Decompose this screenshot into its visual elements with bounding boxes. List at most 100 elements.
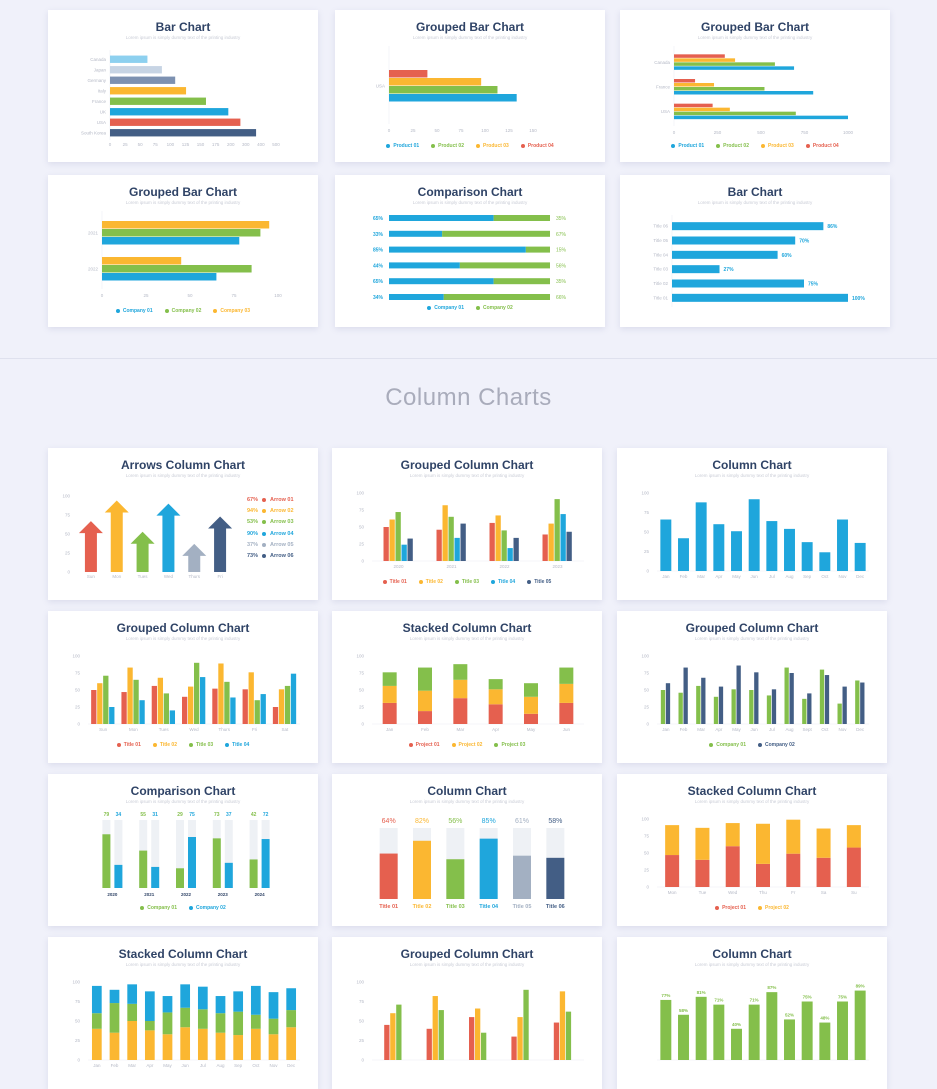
value-label: 61% — [515, 818, 529, 825]
column-bar — [109, 707, 115, 724]
bar-left — [389, 215, 494, 221]
chart-title: Stacked Column Chart — [687, 784, 817, 798]
chart-card: 0 25 50 75 100 Jan Feb Mar Apr May Jun Stacked Colu… — [332, 611, 602, 763]
y-tick-label: 50 — [75, 688, 81, 693]
left-value-label: 34% — [373, 295, 384, 301]
legend-dot-icon — [494, 743, 499, 747]
x-tick-label: 50 — [138, 142, 144, 147]
bar — [674, 62, 775, 66]
stacked-segment — [786, 853, 801, 887]
x-tick-label: 100 — [167, 142, 175, 147]
column-bar — [224, 862, 233, 888]
column-bar — [426, 1028, 432, 1060]
chart-title: Grouped Bar Chart — [128, 185, 237, 199]
legend-item: 67% Arrow 01 — [244, 494, 294, 505]
category-label: May — [732, 727, 741, 732]
chart-plot: 0 25 50 75 100 Jan Feb Mar Apr May Jun Jul Aug Sept Oc… — [641, 654, 869, 732]
y-tick-label: 75 — [359, 508, 365, 513]
category-label: Sat — [281, 727, 289, 732]
column-bar — [127, 667, 133, 724]
legend-label: Title 02 — [425, 579, 443, 585]
chart-plot: 79 34 2020 55 31 2021 29 75 2022 73 37 2023 42 72 2024 — [102, 812, 270, 897]
x-tick-label: 50 — [434, 128, 440, 133]
column-bar — [97, 683, 103, 724]
y-tick-label: 100 — [72, 654, 80, 659]
chart-subtitle: Lorem ipsum is simply dummy text of the … — [409, 962, 525, 967]
column-bar — [842, 686, 847, 724]
value-label: 89% — [856, 984, 865, 989]
bar-right — [442, 230, 550, 237]
y-tick-label: 0 — [361, 1058, 364, 1063]
stacked-segment — [127, 1003, 138, 1021]
y-tick-label: 50 — [359, 1019, 365, 1024]
chart-card: 0 25 50 75 100 Mon Tue Wed Thu Fr Sa Su Stacked Colu… — [617, 774, 887, 926]
column-bar — [837, 1001, 848, 1060]
column-bar — [542, 534, 548, 561]
category-label: South Korea — [81, 130, 107, 135]
column-bar — [91, 690, 97, 724]
category-label: UK — [100, 109, 106, 114]
legend-item: Title 01 — [382, 579, 407, 585]
legend-label: Product 01 — [393, 143, 420, 149]
column-bar — [407, 538, 413, 561]
chart-subtitle: Lorem ipsum is simply dummy text of the … — [125, 35, 241, 40]
stacked-segment — [756, 823, 770, 864]
legend-item: 90% Arrow 04 — [244, 528, 294, 539]
stacked-segment — [453, 679, 468, 699]
stacked-segment — [91, 1013, 102, 1029]
stacked-segment — [109, 1032, 120, 1060]
bar — [672, 293, 848, 302]
x-tick-label: 500 — [272, 142, 280, 147]
stacked-segment — [725, 823, 740, 847]
category-label: Thurs — [219, 727, 231, 732]
chart-plot: 0 25 50 75 100 Jan Feb Mar Apr May Jun — [356, 654, 584, 732]
chart-title: Grouped Column Chart — [400, 458, 534, 472]
chart-subtitle: Lorem ipsum is simply dummy text of the … — [125, 200, 241, 205]
value-label: 42 — [251, 812, 257, 818]
column-bar — [683, 667, 688, 724]
category-label: Aug — [785, 727, 794, 732]
right-value-label: 67% — [556, 232, 567, 238]
legend-label: Title 05 — [534, 579, 552, 585]
column-track — [249, 820, 258, 888]
chart-subtitle: Lorem ipsum is simply dummy text of the … — [694, 799, 810, 804]
bar — [674, 91, 814, 95]
category-label: 2022 — [499, 564, 510, 569]
bar — [102, 273, 217, 281]
legend-item: Product 01 — [671, 143, 704, 149]
arrow-up-icon — [182, 543, 207, 572]
stacked-segment — [91, 1028, 102, 1060]
bar — [110, 108, 229, 116]
chart-title: Arrows Column Chart — [120, 458, 245, 472]
legend-dot-icon — [386, 144, 391, 148]
column-bar — [436, 529, 442, 561]
column-bar — [432, 996, 438, 1060]
x-tick-label: 0 — [673, 130, 676, 135]
category-label: Fri — [252, 727, 257, 732]
column-bar — [401, 544, 407, 561]
value-label: 58% — [679, 1008, 688, 1013]
legend-dot-icon — [431, 144, 436, 148]
chart-plot: Canada France USA 0 250 500 750 1000 — [654, 46, 854, 135]
y-tick-label: 100 — [72, 980, 80, 985]
column-bar — [660, 999, 672, 1060]
chart-card: USA 0 25 50 75 100 125 150 Grouped Bar Chart Lore… — [335, 10, 605, 162]
x-tick-label: 300 — [242, 142, 250, 147]
legend-label: Company 02 — [196, 905, 226, 911]
category-label: Title 06 — [546, 904, 565, 910]
bar — [110, 66, 162, 74]
bar — [674, 107, 730, 112]
value-label: 37 — [226, 812, 232, 818]
x-tick-label: 0 — [109, 142, 112, 147]
bar — [389, 78, 482, 86]
column-bar — [390, 1013, 396, 1060]
category-label: Sun — [99, 727, 108, 732]
category-label: Feb — [111, 1063, 119, 1068]
category-label: Japan — [94, 67, 107, 72]
column-bar — [801, 542, 813, 571]
column-track — [176, 820, 184, 888]
category-label: Wed — [189, 727, 199, 732]
category-label: Jun — [751, 574, 759, 579]
column-track — [224, 820, 233, 888]
category-label: Canada — [654, 60, 670, 65]
